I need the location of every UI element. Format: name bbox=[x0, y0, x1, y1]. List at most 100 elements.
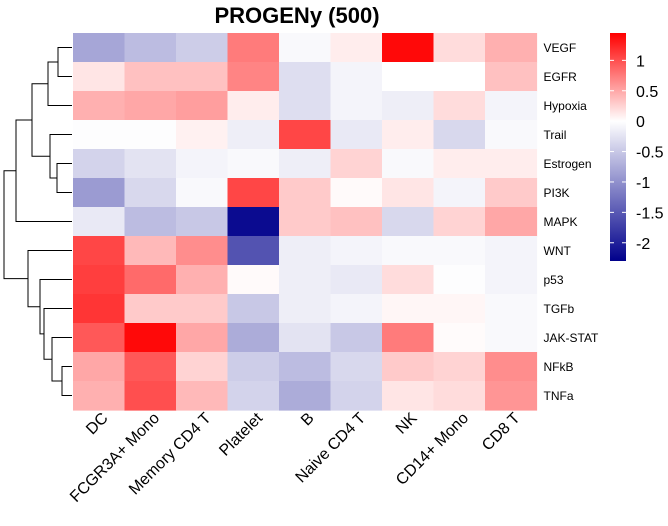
cell-egfr-platelet bbox=[227, 62, 280, 92]
cell-estrogen-nk bbox=[382, 149, 435, 179]
cell-mapk-platelet bbox=[227, 207, 280, 237]
cell-jak-stat-naive-cd4-t bbox=[330, 323, 383, 353]
cell-jak-stat-cd8-t bbox=[485, 323, 538, 353]
cell-tnfa-cd14-mono bbox=[433, 381, 486, 411]
legend-tick-label: -1 bbox=[636, 175, 650, 192]
row-label-tnfa: TNFa bbox=[544, 389, 574, 403]
cell-pi3k-b bbox=[279, 178, 332, 208]
row-label-wnt: WNT bbox=[544, 244, 572, 258]
cell-wnt-dc bbox=[73, 236, 126, 266]
cell-wnt-platelet bbox=[227, 236, 280, 266]
cell-mapk-nk bbox=[382, 207, 435, 237]
col-label-b: B bbox=[298, 410, 318, 430]
cell-tnfa-cd8-t bbox=[485, 381, 538, 411]
cell-p53-b bbox=[279, 265, 332, 295]
cell-wnt-memory-cd4-t bbox=[176, 236, 229, 266]
chart-title: PROGENy (500) bbox=[214, 3, 379, 28]
cell-jak-stat-b bbox=[279, 323, 332, 353]
cell-p53-cd14-mono bbox=[433, 265, 486, 295]
cell-nfkb-memory-cd4-t bbox=[176, 352, 229, 382]
cell-wnt-fcgr3a-mono bbox=[124, 236, 177, 266]
cell-mapk-cd14-mono bbox=[433, 207, 486, 237]
dendrogram-branch-11 bbox=[3, 170, 28, 280]
cell-mapk-naive-cd4-t bbox=[330, 207, 383, 237]
cell-vegf-memory-cd4-t bbox=[176, 33, 229, 63]
legend-tick-label: -0.5 bbox=[636, 145, 664, 162]
cell-mapk-cd8-t bbox=[485, 207, 538, 237]
cell-hypoxia-memory-cd4-t bbox=[176, 91, 229, 121]
cell-tgfb-platelet bbox=[227, 294, 280, 324]
cell-vegf-platelet bbox=[227, 33, 280, 63]
cell-trail-dc bbox=[73, 120, 126, 150]
cell-egfr-cd8-t bbox=[485, 62, 538, 92]
cell-tgfb-nk bbox=[382, 294, 435, 324]
cell-estrogen-memory-cd4-t bbox=[176, 149, 229, 179]
cell-vegf-nk bbox=[382, 33, 435, 63]
col-label-cd8-t: CD8 T bbox=[479, 410, 524, 455]
cell-wnt-b bbox=[279, 236, 332, 266]
cell-tnfa-fcgr3a-mono bbox=[124, 381, 177, 411]
cell-tgfb-fcgr3a-mono bbox=[124, 294, 177, 324]
cell-mapk-fcgr3a-mono bbox=[124, 207, 177, 237]
cell-nfkb-b bbox=[279, 352, 332, 382]
cell-tgfb-dc bbox=[73, 294, 126, 324]
cell-tnfa-nk bbox=[382, 381, 435, 411]
dendrogram-branch-9 bbox=[39, 279, 72, 335]
legend-tick-label: 0.5 bbox=[636, 84, 658, 101]
cell-pi3k-platelet bbox=[227, 178, 280, 208]
dendrogram-branch-5 bbox=[15, 119, 72, 222]
cell-estrogen-cd14-mono bbox=[433, 149, 486, 179]
cell-vegf-cd14-mono bbox=[433, 33, 486, 63]
cell-p53-dc bbox=[73, 265, 126, 295]
cell-p53-platelet bbox=[227, 265, 280, 295]
dendrogram-branch-8 bbox=[43, 308, 72, 360]
cell-tnfa-b bbox=[279, 381, 332, 411]
cell-estrogen-dc bbox=[73, 149, 126, 179]
cell-tgfb-cd14-mono bbox=[433, 294, 486, 324]
cell-tnfa-dc bbox=[73, 381, 126, 411]
cell-wnt-cd8-t bbox=[485, 236, 538, 266]
row-dendrogram bbox=[3, 47, 72, 396]
cell-trail-platelet bbox=[227, 120, 280, 150]
cell-hypoxia-nk bbox=[382, 91, 435, 121]
cell-tnfa-memory-cd4-t bbox=[176, 381, 229, 411]
cell-jak-stat-nk bbox=[382, 323, 435, 353]
color-legend: 1 0.5 0 -0.5 -1 -1.5 -2 bbox=[610, 33, 664, 261]
cell-tgfb-naive-cd4-t bbox=[330, 294, 383, 324]
cell-egfr-b bbox=[279, 62, 332, 92]
cell-vegf-cd8-t bbox=[485, 33, 538, 63]
cell-jak-stat-cd14-mono bbox=[433, 323, 486, 353]
cell-estrogen-fcgr3a-mono bbox=[124, 149, 177, 179]
cell-mapk-dc bbox=[73, 207, 126, 237]
col-label-platelet: Platelet bbox=[216, 409, 266, 459]
row-label-estrogen: Estrogen bbox=[544, 157, 592, 171]
cell-egfr-cd14-mono bbox=[433, 62, 486, 92]
cell-estrogen-b bbox=[279, 149, 332, 179]
cell-hypoxia-b bbox=[279, 91, 332, 121]
cell-vegf-naive-cd4-t bbox=[330, 33, 383, 63]
cell-pi3k-cd14-mono bbox=[433, 178, 486, 208]
row-label-p53: p53 bbox=[544, 273, 564, 287]
cell-pi3k-nk bbox=[382, 178, 435, 208]
cell-nfkb-nk bbox=[382, 352, 435, 382]
cell-wnt-cd14-mono bbox=[433, 236, 486, 266]
cell-pi3k-naive-cd4-t bbox=[330, 178, 383, 208]
row-label-nfkb: NFkB bbox=[544, 360, 574, 374]
row-label-trail: Trail bbox=[544, 128, 567, 142]
cell-wnt-naive-cd4-t bbox=[330, 236, 383, 266]
cell-trail-memory-cd4-t bbox=[176, 120, 229, 150]
cell-p53-memory-cd4-t bbox=[176, 265, 229, 295]
cell-jak-stat-dc bbox=[73, 323, 126, 353]
cell-p53-fcgr3a-mono bbox=[124, 265, 177, 295]
cell-nfkb-cd8-t bbox=[485, 352, 538, 382]
cell-pi3k-cd8-t bbox=[485, 178, 538, 208]
cell-tgfb-cd8-t bbox=[485, 294, 538, 324]
cell-trail-naive-cd4-t bbox=[330, 120, 383, 150]
cell-estrogen-platelet bbox=[227, 149, 280, 179]
cell-trail-b bbox=[279, 120, 332, 150]
legend-tick-label: -1.5 bbox=[636, 205, 664, 222]
cell-nfkb-dc bbox=[73, 352, 126, 382]
row-label-vegf: VEGF bbox=[544, 41, 577, 55]
cell-egfr-dc bbox=[73, 62, 126, 92]
